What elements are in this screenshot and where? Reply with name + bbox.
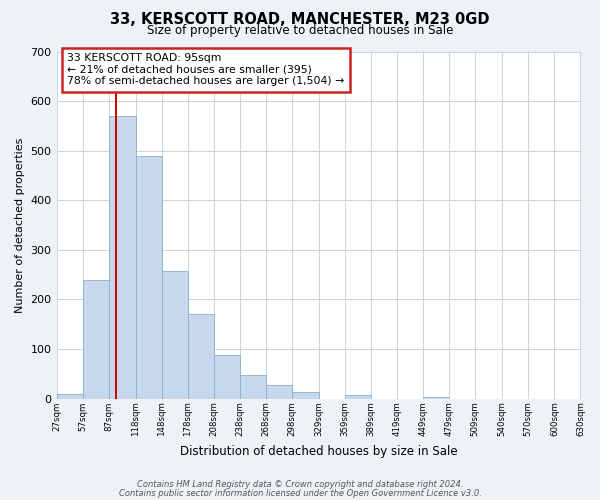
- Text: Contains HM Land Registry data © Crown copyright and database right 2024.: Contains HM Land Registry data © Crown c…: [137, 480, 463, 489]
- Bar: [188, 314, 214, 398]
- Bar: [423, 396, 449, 398]
- X-axis label: Distribution of detached houses by size in Sale: Distribution of detached houses by size …: [180, 444, 457, 458]
- Text: 33, KERSCOTT ROAD, MANCHESTER, M23 0GD: 33, KERSCOTT ROAD, MANCHESTER, M23 0GD: [110, 12, 490, 28]
- Bar: [136, 156, 161, 398]
- Bar: [83, 280, 109, 398]
- Bar: [292, 392, 319, 398]
- Bar: [109, 116, 136, 399]
- Bar: [266, 385, 292, 398]
- Bar: [345, 394, 371, 398]
- Bar: [161, 270, 188, 398]
- Text: Contains public sector information licensed under the Open Government Licence v3: Contains public sector information licen…: [119, 488, 481, 498]
- Bar: [214, 355, 240, 399]
- Bar: [240, 375, 266, 398]
- Text: Size of property relative to detached houses in Sale: Size of property relative to detached ho…: [147, 24, 453, 37]
- Text: 33 KERSCOTT ROAD: 95sqm
← 21% of detached houses are smaller (395)
78% of semi-d: 33 KERSCOTT ROAD: 95sqm ← 21% of detache…: [67, 53, 344, 86]
- Y-axis label: Number of detached properties: Number of detached properties: [15, 138, 25, 312]
- Bar: [56, 394, 83, 398]
